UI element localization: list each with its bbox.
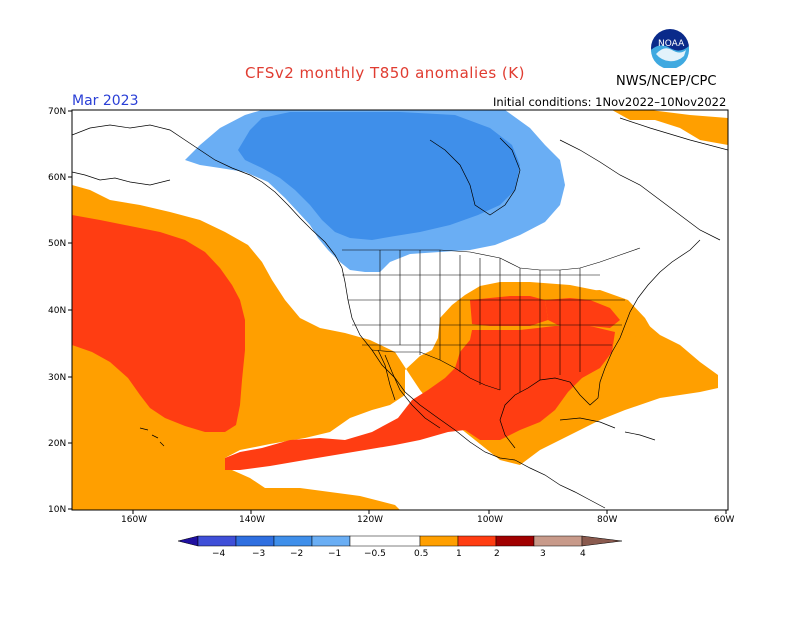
strong-warm-anomaly-pacific <box>72 215 245 432</box>
colorbar-tick: 0.5 <box>414 549 428 559</box>
latitude-axis: 70N 60N 50N 40N 30N 20N 10N <box>48 107 72 515</box>
colorbar-segment <box>581 535 623 547</box>
colorbar-tick: 3 <box>540 549 546 559</box>
lat-label: 30N <box>48 373 66 383</box>
lon-label: 100W <box>477 515 503 525</box>
colorbar-tick: −3 <box>252 549 265 559</box>
lat-label: 70N <box>48 107 66 117</box>
initial-conditions: Initial conditions: 1Nov2022–10Nov2022 <box>493 95 727 109</box>
agency-label: NWS/NCEP/CPC <box>616 74 717 89</box>
colorbar-segment <box>311 535 351 547</box>
lat-label: 60N <box>48 173 66 183</box>
valid-month: Mar 2023 <box>72 93 139 109</box>
lon-label: 140W <box>239 515 265 525</box>
colorbar: −4 −3 −2 −1 −0.5 0.5 1 2 3 4 <box>177 535 623 559</box>
lon-label: 160W <box>121 515 147 525</box>
colorbar-segment <box>495 535 535 547</box>
longitude-axis: 160W 140W 120W 100W 80W 60W <box>121 510 734 525</box>
lat-label: 10N <box>48 505 66 515</box>
colorbar-segment <box>235 535 275 547</box>
colorbar-segment <box>457 535 497 547</box>
colorbar-tick: 1 <box>456 549 462 559</box>
colorbar-segment <box>533 535 583 547</box>
lat-label: 40N <box>48 306 66 316</box>
colorbar-tick: −0.5 <box>364 549 386 559</box>
colorbar-tick: 2 <box>494 549 500 559</box>
colorbar-segment <box>197 535 237 547</box>
colorbar-segment <box>349 535 421 547</box>
lon-label: 120W <box>357 515 383 525</box>
colorbar-tick: −4 <box>212 549 226 559</box>
colorbar-tick: 4 <box>580 549 586 559</box>
colorbar-tick: −1 <box>328 549 341 559</box>
lon-label: 60W <box>714 515 734 525</box>
svg-text:NOAA: NOAA <box>658 39 685 49</box>
political-borders <box>342 247 641 392</box>
lat-label: 50N <box>48 239 66 249</box>
colorbar-tick: −2 <box>290 549 303 559</box>
strong-warm-anomaly-subtropics <box>225 326 615 470</box>
strong-warm-anomaly-ohio <box>545 298 620 328</box>
strong-warm-anomaly-mississippi <box>470 296 548 326</box>
coastlines <box>72 117 728 509</box>
colorbar-segment <box>177 535 199 547</box>
chart-title: CFSv2 monthly T850 anomalies (K) <box>245 64 525 82</box>
warm-anomaly-region-atlantic-north <box>612 110 728 145</box>
lon-label: 80W <box>597 515 617 525</box>
colorbar-segment <box>419 535 459 547</box>
lat-label: 20N <box>48 439 66 449</box>
cold-anomaly-region-moderate <box>238 112 520 240</box>
warm-anomaly-region-pacific <box>72 185 718 510</box>
colorbar-segment <box>273 535 313 547</box>
noaa-logo: NOAA <box>651 29 689 68</box>
